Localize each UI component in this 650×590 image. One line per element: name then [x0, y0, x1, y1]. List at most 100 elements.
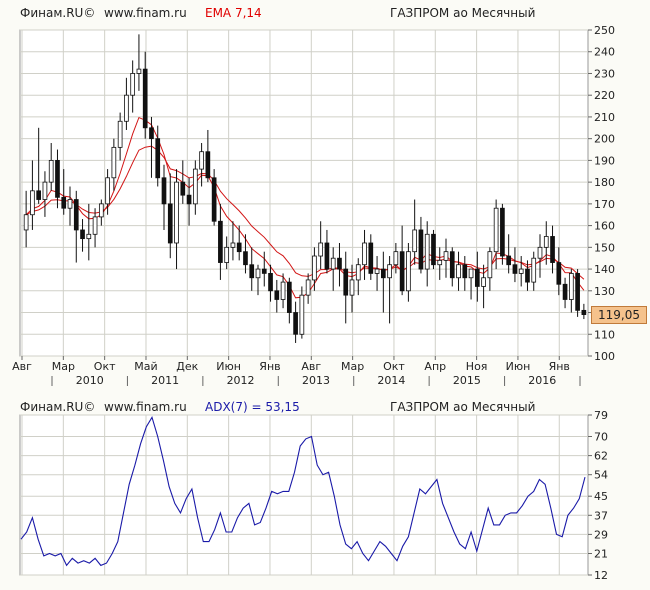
candle-body	[299, 294, 305, 335]
candle-body	[117, 120, 123, 148]
month-label: Мар	[52, 360, 75, 373]
candle-body	[481, 277, 486, 287]
candle-body	[330, 257, 336, 270]
candle-body	[261, 268, 267, 274]
candle-body	[293, 312, 298, 335]
price-tick-label: 150	[594, 241, 615, 254]
year-label: 2010	[76, 374, 104, 387]
candle-body	[224, 246, 230, 263]
candle-body	[30, 190, 35, 216]
candle-body	[399, 251, 405, 292]
candle-body	[42, 181, 48, 200]
top-indicator-label: EMA 7,14	[205, 6, 262, 20]
bottom-indicator-label: ADX(7) = 53,15	[205, 400, 300, 414]
month-label: Апр	[424, 360, 446, 373]
candle-body	[543, 236, 549, 248]
candle-body	[525, 268, 530, 283]
candle-body	[468, 268, 474, 279]
candle-body	[406, 251, 411, 292]
top-source-label: Финам.RU©	[20, 6, 96, 20]
candle-body	[393, 251, 399, 266]
candle-body	[568, 273, 574, 300]
price-tick-label: 210	[594, 111, 615, 124]
candle-body	[431, 233, 436, 266]
candle-body	[518, 268, 524, 274]
price-tick-label: 220	[594, 89, 615, 102]
month-label: Янв	[259, 360, 280, 373]
candle-body	[236, 242, 242, 253]
year-label: 2016	[528, 374, 556, 387]
candle-body	[418, 229, 424, 270]
candle-body	[449, 251, 455, 279]
candle-body	[142, 68, 148, 129]
price-tick-label: 180	[594, 176, 615, 189]
candle-body	[556, 262, 562, 285]
candle-body	[474, 268, 480, 287]
candle-body	[512, 264, 518, 274]
month-label: Окт	[383, 360, 405, 373]
candle-body	[550, 236, 555, 263]
adx-plot-area	[19, 414, 589, 576]
candle-body	[186, 194, 192, 205]
adx-line	[20, 416, 586, 567]
candle-body	[249, 264, 255, 279]
bottom-source-label: Финам.RU©	[20, 400, 96, 414]
candle-body	[462, 264, 468, 279]
candle-body	[424, 233, 430, 270]
adx-tick-label: 54	[594, 469, 608, 482]
bottom-site-label[interactable]: www.finam.ru	[104, 400, 187, 414]
candle-body	[23, 214, 29, 231]
candle-body	[318, 242, 324, 257]
candle-body	[48, 159, 54, 183]
candle-body	[274, 290, 280, 300]
month-label: Июн	[506, 360, 531, 373]
candle-body	[230, 242, 236, 248]
candle-body	[581, 309, 587, 315]
candle-body	[380, 268, 386, 279]
adx-tick-label: 79	[594, 409, 608, 422]
candle-body	[500, 207, 505, 257]
price-tick-label: 240	[594, 46, 615, 59]
candle-body	[218, 220, 223, 263]
candle-body	[55, 159, 60, 198]
candle-body	[437, 259, 443, 266]
candle-body	[73, 199, 79, 231]
candle-body	[67, 199, 73, 209]
candle-body	[343, 268, 349, 296]
candle-body	[268, 273, 273, 292]
adx-tick-label: 70	[594, 430, 608, 443]
top-site-label[interactable]: www.finam.ru	[104, 6, 187, 20]
candle-body	[531, 257, 537, 283]
candle-body	[387, 264, 392, 279]
candle-body	[562, 283, 568, 300]
candle-body	[174, 181, 179, 244]
month-label: Окт	[94, 360, 116, 373]
month-label: Май	[134, 360, 157, 373]
candle-body	[36, 190, 42, 200]
adx-tick-label: 62	[594, 450, 608, 463]
candle-body	[255, 268, 261, 279]
candle-body	[86, 233, 92, 240]
year-label: 2015	[453, 374, 481, 387]
candle-body	[161, 177, 167, 205]
year-label: 2012	[227, 374, 255, 387]
candle-body	[349, 279, 355, 296]
candle-body	[98, 203, 104, 218]
price-tick-label: 100	[594, 350, 615, 363]
candle-body	[192, 168, 198, 205]
last-price-badge: 119,05	[591, 306, 647, 324]
year-label: 2013	[302, 374, 330, 387]
price-tick-label: 140	[594, 263, 615, 276]
candle-body	[305, 279, 311, 296]
candle-body	[362, 242, 367, 266]
price-tick-label: 200	[594, 133, 615, 146]
candle-body	[506, 255, 512, 266]
candle-body	[205, 151, 211, 179]
price-tick-label: 230	[594, 67, 615, 80]
candle-body	[443, 251, 449, 261]
candle-body	[337, 257, 342, 270]
month-label: Дек	[176, 360, 198, 373]
price-tick-label: 130	[594, 285, 615, 298]
